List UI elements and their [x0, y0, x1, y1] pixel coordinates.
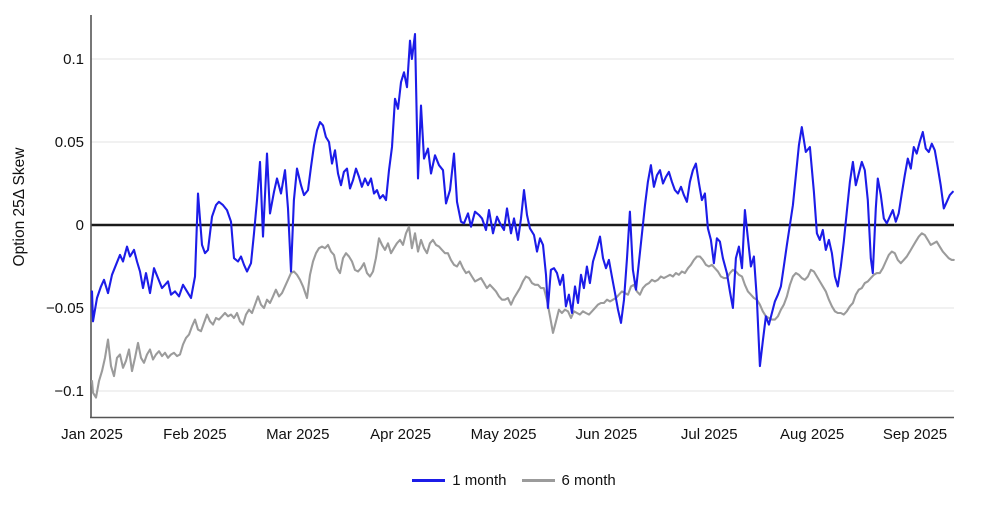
- x-tick-label: Jun 2025: [576, 426, 638, 443]
- legend-label: 6 month: [561, 471, 616, 489]
- plot-area: 0.1 0.05 0 −0.05 −0.1 Jan 2025 Feb 2025 Mar 202…: [46, 15, 955, 443]
- series-line-6-month: [90, 225, 955, 399]
- legend-item-1-month: 1 month: [412, 471, 507, 489]
- legend-swatch-6-month: [521, 478, 555, 482]
- x-tick-label: May 2025: [471, 426, 537, 443]
- y-tick-label: −0.1: [54, 383, 84, 400]
- x-tick-label: Mar 2025: [266, 426, 329, 443]
- legend-swatch-1-month: [412, 478, 446, 482]
- series-line-1-month: [90, 33, 954, 368]
- x-tick-label: Sep 2025: [883, 426, 947, 443]
- x-tick-label: Jan 2025: [61, 426, 123, 443]
- legend: 1 month 6 month: [0, 467, 1006, 493]
- x-tick-label: Feb 2025: [163, 426, 226, 443]
- y-tick-label: −0.05: [46, 300, 84, 317]
- x-tick-label: Apr 2025: [370, 426, 431, 443]
- x-tick-label: Jul 2025: [681, 426, 738, 443]
- x-tick-label: Aug 2025: [780, 426, 844, 443]
- legend-label: 1 month: [452, 471, 507, 489]
- y-tick-label: 0.05: [55, 134, 84, 151]
- legend-item-6-month: 6 month: [521, 471, 616, 489]
- y-tick-label: 0.1: [63, 51, 84, 68]
- y-tick-label: 0: [76, 217, 84, 234]
